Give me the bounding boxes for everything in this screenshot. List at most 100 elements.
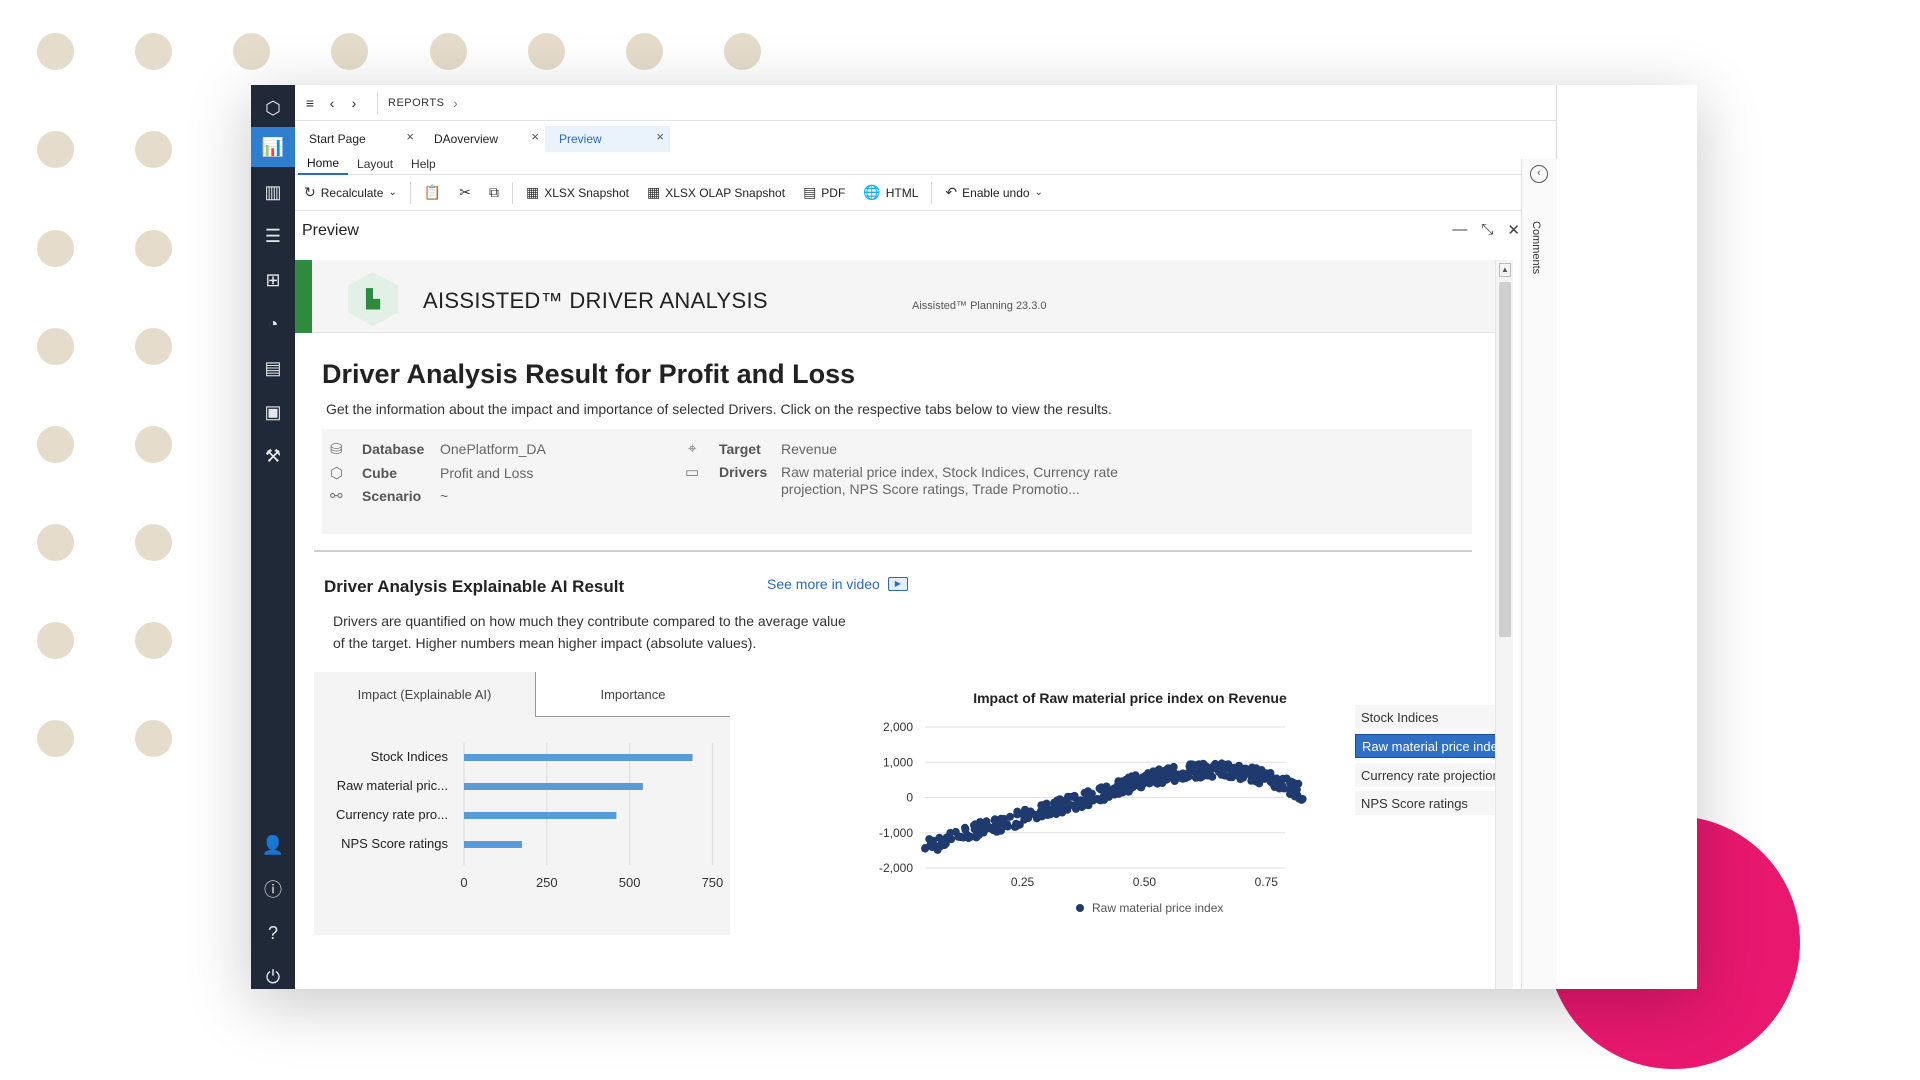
comments-panel[interactable]: ‹ Comments (1521, 159, 1557, 989)
scatter-point (1093, 795, 1102, 803)
video-icon[interactable]: ▶ (887, 577, 908, 591)
scatter-point (1144, 769, 1153, 778)
chevron-down-icon[interactable]: ⌄ (1034, 187, 1043, 198)
models-icon[interactable]: ☰ (264, 225, 282, 246)
impact-scatter-chart: Impact of Raw material price index on Re… (879, 690, 1307, 915)
tab-impact-explainable-ai[interactable]: Impact (Explainable AI) (314, 672, 536, 717)
scatter-point (1114, 777, 1123, 786)
see-more-video-link[interactable]: See more in video ▶ (767, 576, 908, 592)
recalculate-button[interactable]: ↻ Recalculate ⌄ (295, 179, 406, 207)
scatter-point (1248, 769, 1257, 778)
help-icon[interactable]: ? (267, 922, 278, 943)
page-title: Driver Analysis Result for Profit and Lo… (322, 359, 856, 389)
scatter-point (1180, 773, 1189, 782)
data-package-icon[interactable]: ▤ (264, 357, 282, 378)
xlsx-olap-label: XLSX OLAP Snapshot (665, 185, 786, 200)
scroll-up-icon[interactable]: ▲ (1499, 263, 1511, 277)
scatter-point (1217, 759, 1226, 768)
xlsx-olap-snapshot-button[interactable]: ▦ XLSX OLAP Snapshot (638, 179, 794, 207)
scrollbar-thumb[interactable] (1499, 282, 1511, 637)
pane-header: Preview (295, 215, 1557, 247)
chevron-down-icon[interactable]: ⌄ (388, 187, 397, 198)
close-icon[interactable]: × (531, 129, 539, 144)
scatter-point (1210, 762, 1219, 771)
tab-preview[interactable]: Preview × (545, 126, 670, 152)
scatter-point (1064, 792, 1072, 801)
hamburger-menu-icon[interactable]: ≡ (305, 94, 315, 111)
breadcrumb[interactable]: REPORTS (388, 96, 445, 109)
scatter-point (926, 840, 935, 849)
background-dot (135, 426, 172, 463)
briefcase-icon[interactable]: ▣ (264, 401, 282, 422)
enable-undo-button[interactable]: ↶ Enable undo ⌄ (936, 179, 1052, 207)
scatter-point (1154, 772, 1163, 781)
ribbon-tab-home[interactable]: Home (298, 153, 349, 175)
logo-hexagon-icon[interactable]: ⬡ (265, 97, 281, 118)
database-value: OnePlatform_DA (440, 441, 546, 457)
tab-daoverview[interactable]: DAoverview × (420, 126, 545, 152)
scissors-icon: ✂ (459, 184, 471, 200)
bar (464, 783, 643, 790)
background-dot (37, 230, 74, 267)
forward-arrow-icon[interactable]: › (351, 94, 357, 111)
scatter-point (998, 822, 1007, 831)
info-icon[interactable]: ⓘ (264, 880, 282, 900)
paste-button[interactable]: 📋 (415, 179, 450, 207)
background-dot (430, 33, 467, 70)
copy-button[interactable]: ⧉ (480, 179, 508, 207)
close-icon[interactable]: ✕ (1507, 222, 1520, 239)
pdf-button[interactable]: ▤ PDF (794, 179, 854, 207)
html-button[interactable]: 🌐 HTML (854, 179, 927, 207)
reports-icon[interactable]: ▥ (264, 181, 282, 202)
expand-icon[interactable]: ⤡ (1481, 221, 1494, 238)
accent-bar (295, 260, 312, 333)
ribbon-tab-layout[interactable]: Layout (357, 157, 394, 171)
background-dot (135, 131, 172, 168)
background-dot (135, 524, 172, 561)
analytics-icon[interactable]: 📊 (251, 127, 295, 167)
user-icon[interactable]: 👤 (261, 834, 285, 855)
scatter-point (1229, 765, 1238, 774)
xlsx-snapshot-button[interactable]: ▦ XLSX Snapshot (517, 179, 638, 207)
power-icon[interactable]: ⏻ (265, 966, 281, 987)
tab-label: Preview (559, 132, 602, 146)
scatter-point (1193, 772, 1202, 781)
wrench-icon[interactable]: ⚒ (264, 445, 282, 466)
tab-start-page[interactable]: Start Page × (295, 126, 420, 152)
comments-label: Comments (1530, 221, 1542, 275)
bar (464, 812, 617, 819)
legend-item[interactable]: Currency rate projection (1355, 763, 1495, 787)
collapse-left-icon[interactable]: ‹ (1530, 165, 1548, 183)
vertical-scrollbar[interactable]: ▲ (1495, 260, 1513, 989)
close-icon[interactable]: × (406, 129, 414, 144)
legend-item[interactable]: Raw material price index (1355, 734, 1495, 758)
close-icon[interactable]: × (656, 129, 664, 144)
cube-label: Cube (362, 465, 397, 481)
app-window: ⬡ 📊 ▥ ☰ ⊞ ◔ ▤ ▣ ⚒ 👤 ⓘ ? ⏻ ≡ ‹ › REPORTS … (251, 85, 1697, 989)
enable-undo-label: Enable undo (962, 185, 1030, 200)
globe-icon: 🌐 (863, 184, 881, 200)
undo-icon: ↶ (945, 184, 958, 200)
scatter-point (1153, 779, 1162, 788)
hierarchy-icon[interactable]: ⊞ (265, 269, 281, 290)
timer-icon[interactable]: ◔ (267, 313, 279, 334)
background-dot (37, 622, 74, 659)
ribbon-tab-help[interactable]: Help (411, 157, 436, 171)
x-tick-label: 250 (536, 875, 558, 890)
pdf-label: PDF (821, 185, 846, 200)
legend-item[interactable]: Stock Indices (1355, 705, 1495, 729)
impact-chart-panel: Impact (Explainable AI) Importance 0 250 5… (314, 672, 730, 935)
scatter-point (1013, 810, 1022, 819)
window-right-area (1557, 85, 1697, 989)
x-tick-label: 0 (460, 875, 467, 890)
scatter-point (1038, 807, 1047, 816)
background-dot (528, 33, 565, 70)
minimize-icon[interactable]: — (1452, 221, 1468, 238)
report-header: ▙ AISSISTED™ DRIVER ANALYSIS Aissisted™ … (295, 260, 1495, 333)
legend-item[interactable]: NPS Score ratings (1355, 791, 1495, 815)
cut-button[interactable]: ✂ (450, 179, 480, 207)
back-arrow-icon[interactable]: ‹ (329, 94, 335, 111)
toolbar-separator (512, 181, 513, 204)
pane-controls: — ⤡ ✕ (1452, 221, 1520, 239)
tab-importance[interactable]: Importance (536, 672, 730, 717)
